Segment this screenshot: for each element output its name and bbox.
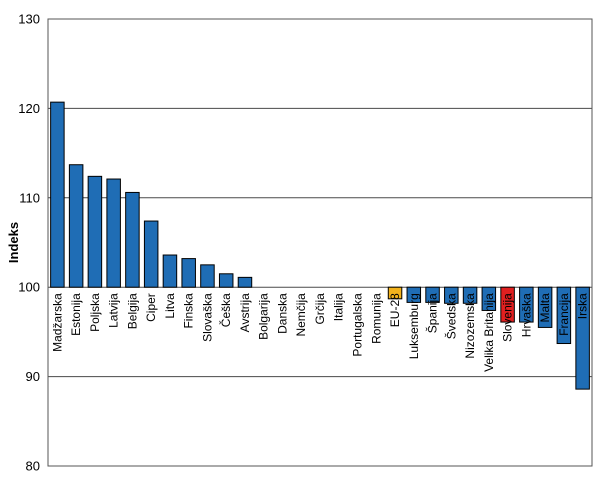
x-category-label: Portugalska [351, 293, 365, 357]
y-axis-ticks: 80 90 100 110 120 130 [18, 12, 40, 474]
bar [500, 286, 515, 323]
bar [462, 286, 478, 304]
x-category-label: Švedska [443, 293, 458, 339]
bar [87, 175, 103, 288]
x-category-label: EU-28 [388, 293, 402, 327]
bar [106, 178, 121, 288]
x-category-label: Slovaška [200, 293, 214, 342]
x-category-label: Nemčija [294, 293, 308, 337]
bar [68, 164, 84, 288]
x-category-label: Madžarska [50, 293, 64, 352]
x-category-label: Velika Britanija [482, 293, 496, 372]
bar [444, 286, 459, 304]
x-category-label: Malta [538, 293, 552, 323]
bar [519, 286, 534, 323]
bar [387, 286, 403, 300]
plot-frame [47, 18, 593, 467]
x-category-label: Irska [576, 293, 590, 319]
bar [162, 254, 178, 288]
bar [481, 286, 497, 311]
bar [218, 273, 234, 288]
bars [50, 101, 590, 390]
x-category-label: Danska [275, 293, 289, 334]
x-axis-labels: Madžarska Estonija Poljska Latvija Belgija Ci… [50, 293, 589, 372]
bar [425, 286, 440, 303]
y-tick-label: 110 [19, 190, 40, 205]
x-category-label: Slovenija [501, 293, 515, 342]
x-category-label: Romunija [369, 293, 383, 344]
bar [181, 258, 196, 288]
y-axis-label: Indeks [6, 222, 21, 263]
x-category-label: Grčija [313, 293, 327, 325]
x-category-label: Finska [182, 293, 196, 329]
x-category-label: Nizozemska [463, 293, 477, 359]
bar [406, 286, 422, 303]
x-category-label: Poljska [88, 293, 102, 332]
y-tick-label: 130 [18, 12, 40, 27]
x-category-label: Litva [163, 293, 177, 319]
x-category-label: Ciper [144, 293, 158, 322]
x-category-label: Bolgarija [257, 293, 271, 340]
bar [556, 286, 572, 345]
y-tick-label: 90 [26, 369, 40, 384]
bar [537, 286, 553, 328]
x-category-label: Latvija [107, 293, 121, 328]
y-tick-label: 80 [26, 459, 40, 474]
bar [50, 101, 65, 288]
bar [237, 276, 253, 288]
bar [143, 220, 159, 288]
x-category-label: Estonija [69, 293, 83, 336]
x-category-label: Italija [332, 293, 346, 321]
bar [200, 264, 215, 288]
x-category-label: Češka [218, 293, 233, 327]
y-tick-label: 120 [18, 101, 40, 116]
bar [125, 191, 140, 288]
bar [575, 286, 590, 390]
x-category-label: Hrvaška [519, 293, 533, 337]
x-category-label: Španija [425, 293, 440, 333]
x-category-label: Francija [557, 293, 571, 336]
x-category-label: Luksemburg [407, 293, 421, 359]
y-tick-label: 100 [18, 280, 40, 295]
x-category-label: Belgija [125, 293, 139, 329]
x-category-label: Avstrija [238, 293, 252, 332]
